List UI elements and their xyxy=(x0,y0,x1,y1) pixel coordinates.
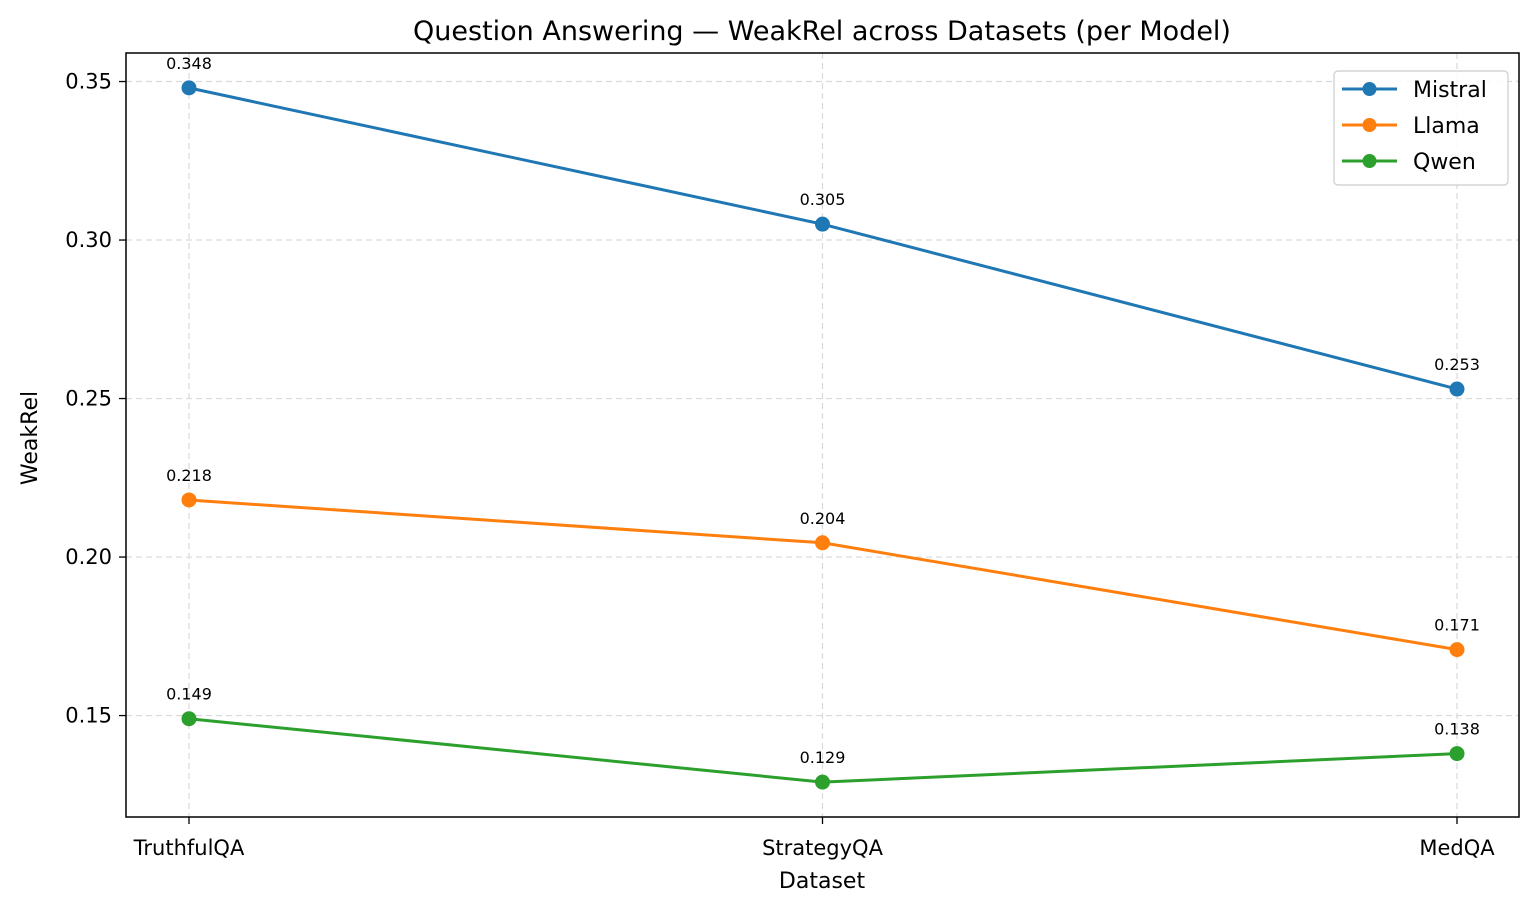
legend-label-llama: Llama xyxy=(1413,114,1480,139)
data-point-qwen xyxy=(181,711,197,727)
x-tick-label: MedQA xyxy=(1419,836,1495,860)
data-label-mistral: 0.348 xyxy=(166,54,212,73)
data-label-layer: 0.348 0.305 0.253 0.218 0.204 0.171 0.149 0.129… xyxy=(166,54,1480,767)
y-tick-label: 0.15 xyxy=(65,704,112,728)
x-tick-label: StrategyQA xyxy=(762,836,884,860)
x-axis-label: Dataset xyxy=(779,869,866,894)
legend: Mistral Llama Qwen xyxy=(1333,70,1509,186)
y-tick-label: 0.35 xyxy=(65,70,112,94)
series-layer xyxy=(181,80,1465,790)
y-tick-label: 0.30 xyxy=(65,228,112,252)
legend-marker-llama xyxy=(1362,118,1377,132)
data-point-llama xyxy=(1449,642,1465,658)
y-tick-label: 0.25 xyxy=(65,387,112,411)
y-axis-label: WeakRel xyxy=(18,391,43,485)
legend-box xyxy=(1333,70,1509,186)
grid-layer xyxy=(126,53,1519,817)
data-label-mistral: 0.253 xyxy=(1434,355,1480,374)
data-label-mistral: 0.305 xyxy=(800,190,846,209)
data-label-qwen: 0.149 xyxy=(166,685,212,704)
data-point-mistral xyxy=(181,80,197,96)
data-point-llama xyxy=(815,535,830,551)
data-point-mistral xyxy=(1449,381,1465,397)
legend-marker-mistral xyxy=(1362,82,1377,96)
legend-label-mistral: Mistral xyxy=(1413,78,1487,103)
chart-title: Question Answering — WeakRel across Data… xyxy=(413,16,1231,47)
y-tick-label: 0.20 xyxy=(65,545,112,569)
legend-marker-qwen xyxy=(1362,154,1377,168)
data-label-llama: 0.218 xyxy=(166,466,212,485)
tick-layer: TruthfulQA StrategyQA MedQA 0.15 0.20 0.25 0.3… xyxy=(65,70,1495,860)
data-point-mistral xyxy=(815,216,830,232)
data-label-llama: 0.204 xyxy=(800,509,846,528)
legend-label-qwen: Qwen xyxy=(1413,150,1476,175)
data-label-qwen: 0.129 xyxy=(800,748,846,767)
data-point-qwen xyxy=(815,774,830,790)
data-label-qwen: 0.138 xyxy=(1434,720,1480,739)
x-tick-label: TruthfulQA xyxy=(133,836,245,860)
data-point-llama xyxy=(181,492,197,508)
data-label-llama: 0.171 xyxy=(1434,616,1480,635)
data-point-qwen xyxy=(1449,746,1465,762)
